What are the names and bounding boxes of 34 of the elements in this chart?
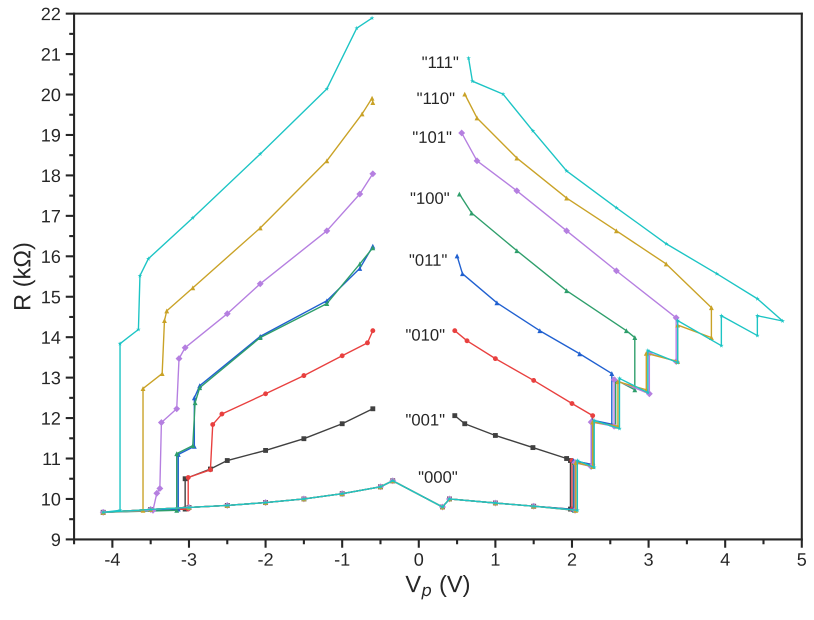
y-tick-label: 22 [42,8,60,20]
y-tick-label: 9 [52,533,60,546]
x-tick-label: 3 [644,553,653,566]
x-tick-label: -2 [258,553,273,566]
y-tick-label: 18 [42,169,60,182]
x-tick-label: 4 [720,553,730,566]
x-tick-label: -3 [182,553,196,566]
y-tick-label: 15 [42,290,60,304]
x-tick-label: 2 [568,553,576,566]
series-label: "010" [406,328,444,341]
y-tick-label: 16 [42,250,60,264]
series-label: "011" [410,254,447,266]
x-tick-label: 1 [492,553,500,566]
series-label: "111" [422,56,458,68]
series-label: "110" [417,92,454,104]
y-tick-label: 12 [42,412,60,425]
x-tick-label: -1 [334,553,350,566]
y-tick-label: 17 [42,210,60,222]
x-tick-label: -4 [105,553,120,566]
y-tick-label: 10 [42,492,60,506]
series-label: "001" [406,414,444,426]
annotation: "000" [418,471,458,483]
x-tick-label: 0 [414,553,424,566]
y-tick-label: 20 [42,88,60,102]
y-tick-label: 11 [44,452,60,466]
y-tick-label: 14 [42,331,60,344]
y-tick-label: 21 [42,48,60,61]
x-axis-title: V$_{p}$ (V) [405,574,470,600]
y-axis-title: R (kΩ) [13,244,36,309]
series-label: "100" [410,192,449,204]
x-tick-label: 5 [797,553,806,566]
y-tick-label: 13 [42,372,60,384]
y-tick-label: 19 [42,128,60,142]
series-label: "101" [413,131,452,143]
